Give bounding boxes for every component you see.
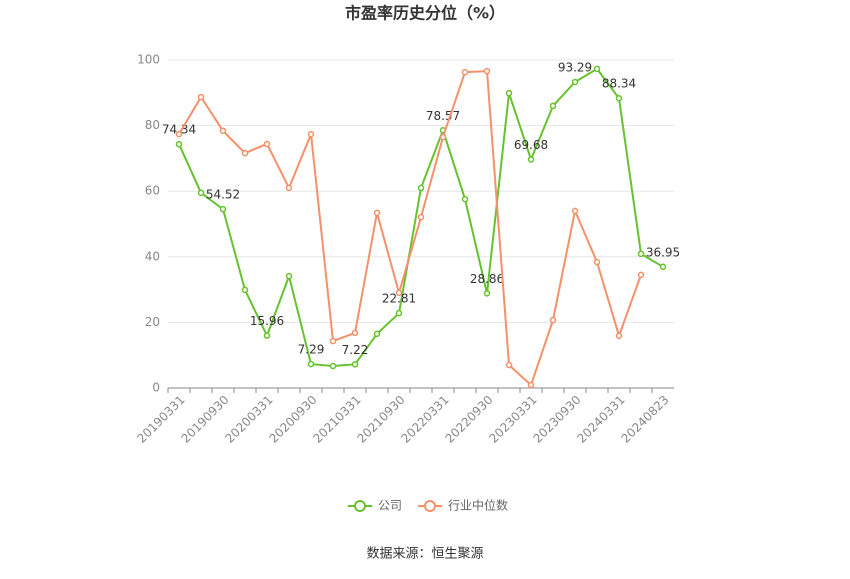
y-tick-label: 80 xyxy=(145,118,160,132)
legend-label: 公司 xyxy=(378,499,402,513)
data-label: 69.68 xyxy=(514,138,548,152)
data-point xyxy=(307,360,315,368)
data-point xyxy=(505,361,513,369)
y-tick-label: 20 xyxy=(145,315,160,329)
data-point xyxy=(373,330,381,338)
data-point xyxy=(175,130,183,138)
data-point xyxy=(417,213,425,221)
legend-marker xyxy=(424,500,436,512)
data-point xyxy=(659,263,667,271)
data-point xyxy=(461,68,469,76)
data-label: 74.34 xyxy=(162,123,196,137)
data-point xyxy=(351,329,359,337)
data-label: 28.86 xyxy=(470,272,504,286)
data-point xyxy=(549,316,557,324)
data-point xyxy=(241,149,249,157)
chart-title: 市盈率历史分位（%） xyxy=(345,4,505,23)
data-point xyxy=(483,67,491,75)
legend-label: 行业中位数 xyxy=(448,498,508,513)
data-point xyxy=(219,127,227,135)
data-point xyxy=(263,332,271,339)
data-point xyxy=(329,362,337,370)
data-point xyxy=(637,250,645,258)
data-point xyxy=(285,272,293,280)
data-point xyxy=(175,140,183,148)
data-point xyxy=(483,290,491,297)
data-point xyxy=(307,130,315,138)
data-point xyxy=(241,286,249,294)
data-label: 93.29 xyxy=(558,61,592,75)
data-point xyxy=(549,102,557,110)
data-label: 22.81 xyxy=(382,292,416,306)
data-point xyxy=(461,195,469,203)
data-point xyxy=(395,309,403,317)
data-label: 7.29 xyxy=(298,343,325,357)
data-point xyxy=(527,156,535,163)
y-tick-label: 0 xyxy=(152,381,160,395)
series-line xyxy=(178,70,642,387)
data-point xyxy=(615,332,623,340)
legend-marker xyxy=(354,500,366,512)
data-point xyxy=(263,140,271,148)
data-point xyxy=(593,258,601,266)
data-point xyxy=(417,184,425,192)
data-point xyxy=(197,189,205,197)
data-label: 78.57 xyxy=(426,109,460,123)
y-tick-label: 100 xyxy=(137,53,160,67)
source-note: 数据来源：恒生聚源 xyxy=(366,547,483,562)
data-label: 36.95 xyxy=(646,245,680,259)
data-point xyxy=(373,209,381,217)
data-point xyxy=(615,94,623,102)
data-point xyxy=(571,78,579,86)
data-point xyxy=(395,289,403,297)
y-tick-label: 40 xyxy=(145,249,160,263)
data-label: 15.96 xyxy=(250,314,284,328)
data-point xyxy=(439,133,447,141)
x-tick-label: 20240823 xyxy=(619,393,672,446)
data-label: 54.52 xyxy=(206,188,240,202)
data-point xyxy=(285,184,293,192)
y-tick-label: 60 xyxy=(145,184,160,198)
data-point xyxy=(571,207,579,215)
data-point xyxy=(593,65,601,73)
data-point xyxy=(197,93,205,101)
data-point xyxy=(527,381,535,389)
data-point xyxy=(329,337,337,345)
data-point xyxy=(351,361,359,368)
data-point xyxy=(637,271,645,279)
data-label: 7.22 xyxy=(342,343,369,357)
data-label: 88.34 xyxy=(602,77,636,91)
data-point xyxy=(219,205,227,213)
data-point xyxy=(505,89,513,97)
